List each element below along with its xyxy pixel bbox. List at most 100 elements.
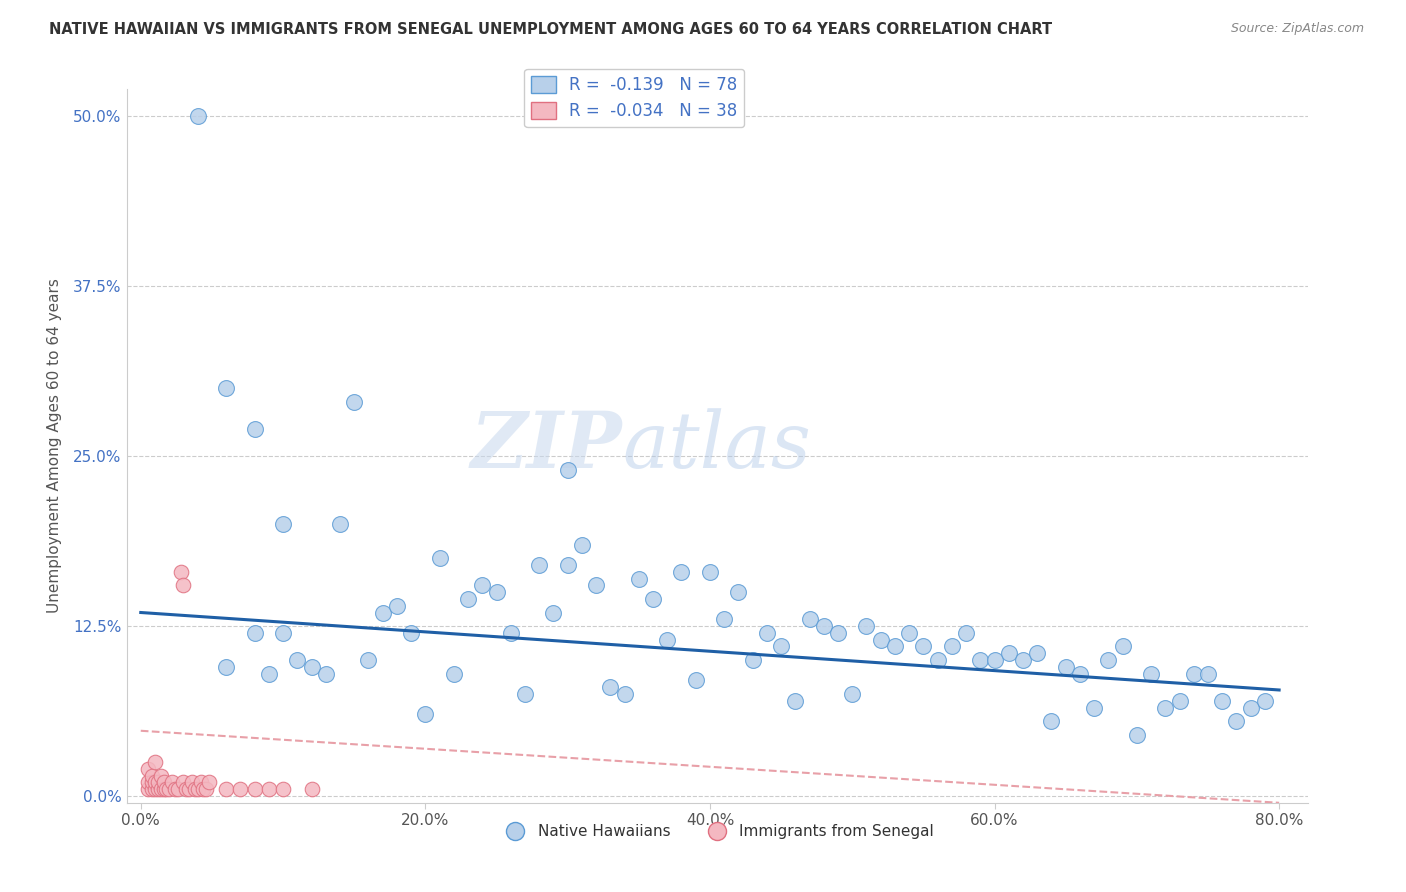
Point xyxy=(166,782,188,797)
Point xyxy=(969,653,991,667)
Point xyxy=(1240,700,1263,714)
Point xyxy=(941,640,963,654)
Point xyxy=(136,782,159,797)
Point xyxy=(190,775,212,789)
Y-axis label: Unemployment Among Ages 60 to 64 years: Unemployment Among Ages 60 to 64 years xyxy=(46,278,62,614)
Legend: Native Hawaiians, Immigrants from Senegal: Native Hawaiians, Immigrants from Senega… xyxy=(494,818,941,845)
Point xyxy=(657,632,679,647)
Point xyxy=(155,782,177,797)
Point xyxy=(285,653,308,667)
Point xyxy=(1154,700,1177,714)
Point xyxy=(243,422,266,436)
Point xyxy=(215,660,238,674)
Point xyxy=(179,782,201,797)
Point xyxy=(1168,694,1191,708)
Point xyxy=(229,782,252,797)
Point xyxy=(927,653,949,667)
Point xyxy=(176,782,198,797)
Point xyxy=(243,782,266,797)
Point xyxy=(181,775,204,789)
Point xyxy=(143,775,166,789)
Point xyxy=(149,769,172,783)
Point xyxy=(215,381,238,395)
Point xyxy=(357,653,380,667)
Point xyxy=(641,591,664,606)
Point xyxy=(1140,666,1163,681)
Point xyxy=(741,653,763,667)
Point xyxy=(513,687,536,701)
Point xyxy=(146,782,169,797)
Point xyxy=(855,619,877,633)
Point xyxy=(415,707,437,722)
Point xyxy=(813,619,835,633)
Point xyxy=(685,673,707,688)
Point xyxy=(1026,646,1049,660)
Point xyxy=(785,694,807,708)
Point xyxy=(527,558,550,572)
Point xyxy=(271,517,294,532)
Text: ZIP: ZIP xyxy=(471,408,623,484)
Point xyxy=(827,626,849,640)
Point xyxy=(160,775,183,789)
Point xyxy=(187,782,209,797)
Point xyxy=(329,517,352,532)
Point xyxy=(429,551,451,566)
Point xyxy=(1097,653,1119,667)
Point xyxy=(443,666,465,681)
Point xyxy=(869,632,891,647)
Point xyxy=(149,782,172,797)
Point xyxy=(627,572,650,586)
Point xyxy=(271,626,294,640)
Point xyxy=(997,646,1019,660)
Point xyxy=(193,782,215,797)
Point xyxy=(557,558,579,572)
Point xyxy=(557,463,579,477)
Point xyxy=(571,537,593,551)
Point xyxy=(485,585,508,599)
Point xyxy=(713,612,735,626)
Point xyxy=(184,782,207,797)
Point xyxy=(599,680,621,694)
Point xyxy=(146,775,169,789)
Point xyxy=(613,687,636,701)
Point xyxy=(898,626,921,640)
Point xyxy=(371,606,394,620)
Point xyxy=(271,782,294,797)
Point xyxy=(955,626,977,640)
Point xyxy=(141,782,163,797)
Point xyxy=(257,666,280,681)
Point xyxy=(727,585,749,599)
Point xyxy=(1211,694,1233,708)
Point xyxy=(141,769,163,783)
Point xyxy=(1054,660,1077,674)
Point xyxy=(198,775,221,789)
Point xyxy=(385,599,408,613)
Point xyxy=(755,626,778,640)
Point xyxy=(257,782,280,797)
Point xyxy=(471,578,494,592)
Point xyxy=(912,640,935,654)
Point xyxy=(172,775,194,789)
Point xyxy=(585,578,607,592)
Point xyxy=(770,640,793,654)
Point xyxy=(983,653,1005,667)
Point xyxy=(157,782,180,797)
Point xyxy=(141,775,163,789)
Point xyxy=(1069,666,1091,681)
Point xyxy=(315,666,337,681)
Text: atlas: atlas xyxy=(623,408,811,484)
Point xyxy=(841,687,863,701)
Point xyxy=(1040,714,1063,729)
Point xyxy=(499,626,522,640)
Point xyxy=(1182,666,1205,681)
Point xyxy=(243,626,266,640)
Point xyxy=(169,565,191,579)
Point xyxy=(187,109,209,123)
Point xyxy=(1126,728,1149,742)
Point xyxy=(799,612,821,626)
Point xyxy=(195,782,218,797)
Point xyxy=(152,782,174,797)
Point xyxy=(136,762,159,776)
Point xyxy=(215,782,238,797)
Point xyxy=(301,660,323,674)
